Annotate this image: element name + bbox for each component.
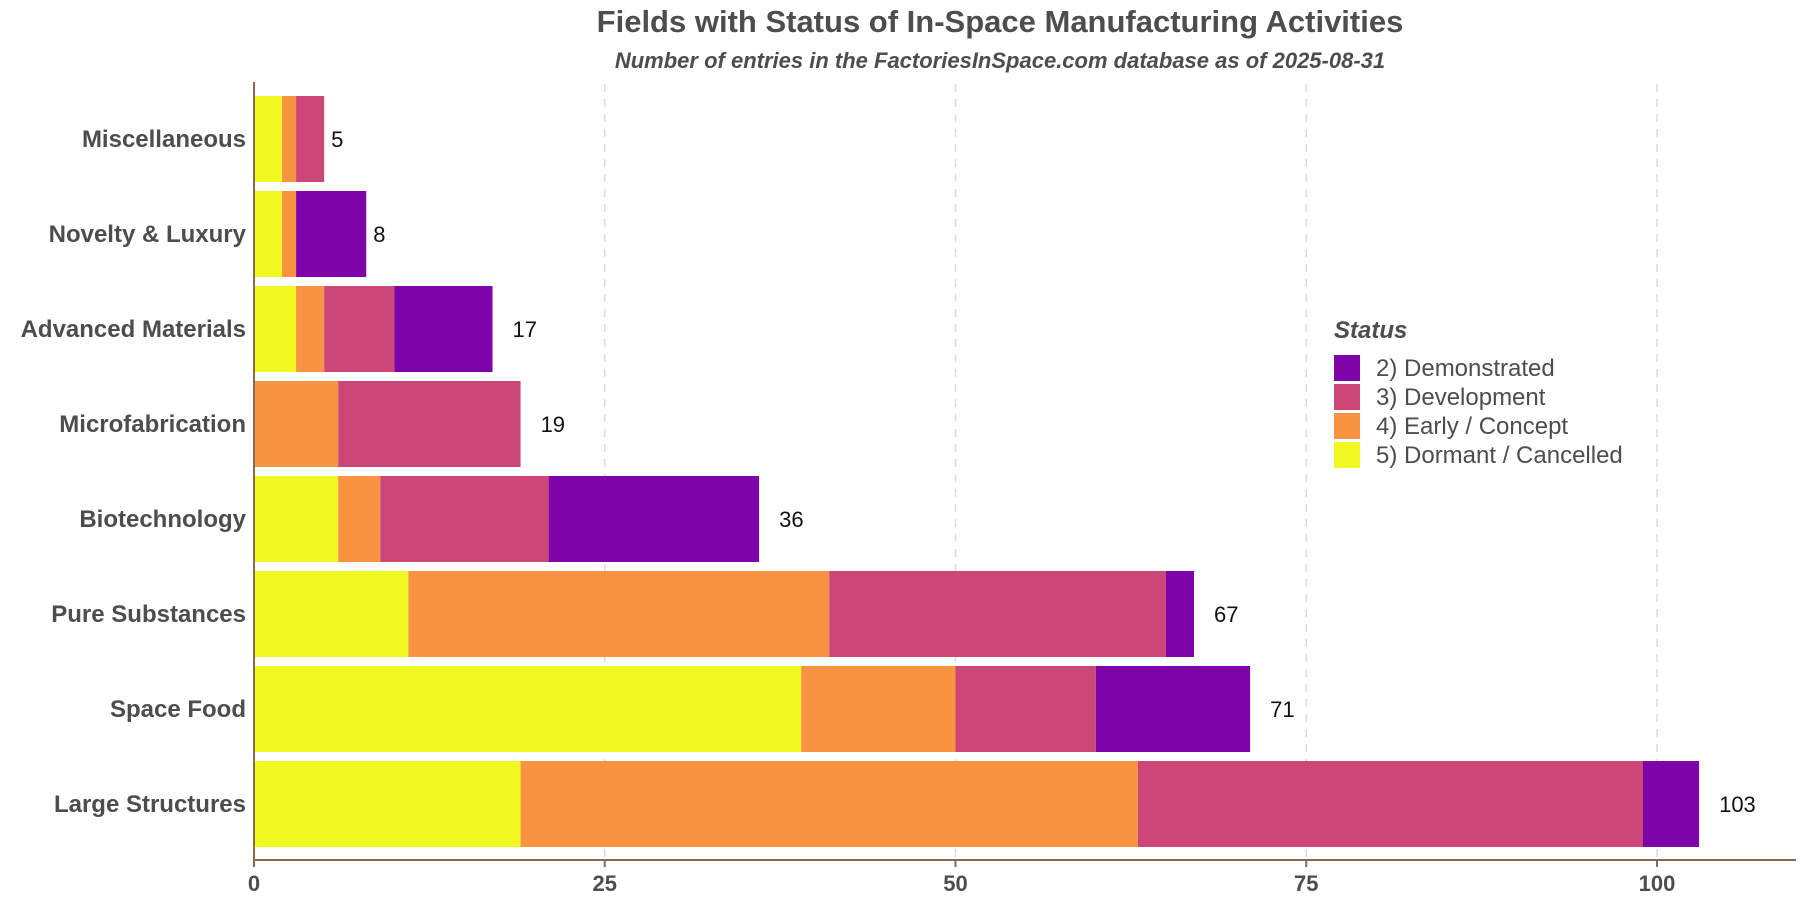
legend-title: Status [1334, 317, 1407, 344]
x-tick-label: 75 [1294, 871, 1318, 896]
data-label-total: 17 [513, 317, 537, 342]
category-labels: Miscellaneous Novelty & Luxury Advanced Ma… [21, 126, 247, 818]
data-label-total: 71 [1270, 697, 1294, 722]
bar-novelty-luxury-series-0 [254, 191, 283, 277]
bar-space-food-series-2 [955, 666, 1096, 752]
bar-microfabrication-series-2 [338, 381, 521, 467]
bars [254, 96, 1700, 847]
data-label-total: 8 [373, 222, 385, 247]
category-label: Biotechnology [79, 506, 246, 533]
legend-swatch [1334, 413, 1360, 439]
bar-space-food-series-1 [801, 666, 956, 752]
category-label: Space Food [110, 696, 246, 723]
bar-pure-substances-series-0 [254, 571, 409, 657]
bar-biotechnology-series-2 [380, 476, 549, 562]
bar-biotechnology-series-1 [338, 476, 381, 562]
bar-miscellaneous-series-1 [282, 96, 297, 182]
category-label: Pure Substances [51, 601, 246, 628]
bar-microfabrication-series-1 [254, 381, 339, 467]
axes: 0 25 50 75 100 [248, 82, 1796, 896]
category-label: Microfabrication [59, 411, 246, 438]
bar-large-structures-series-2 [1137, 761, 1643, 847]
x-tick-label: 50 [943, 871, 967, 896]
total-labels: 5 8 17 19 36 67 71 103 [331, 127, 1756, 817]
x-tick-label: 100 [1639, 871, 1676, 896]
category-label: Miscellaneous [82, 126, 246, 153]
x-tick-label: 0 [248, 871, 260, 896]
legend-swatch [1334, 442, 1360, 468]
chart-title: Fields with Status of In-Space Manufactu… [597, 4, 1404, 39]
bar-space-food-series-3 [1095, 666, 1251, 752]
bar-advanced-materials-series-2 [324, 286, 395, 372]
data-label-total: 67 [1214, 602, 1238, 627]
bar-advanced-materials-series-1 [296, 286, 325, 372]
legend-entry-label: 3) Development [1376, 384, 1546, 411]
bar-biotechnology-series-0 [254, 476, 339, 562]
legend-swatch [1334, 384, 1360, 410]
bar-large-structures-series-1 [520, 761, 1138, 847]
bar-novelty-luxury-series-1 [282, 191, 297, 277]
x-tick-label: 25 [593, 871, 617, 896]
legend-entry-label: 4) Early / Concept [1376, 413, 1568, 440]
bar-space-food-series-0 [254, 666, 802, 752]
legend-entry-label: 2) Demonstrated [1376, 355, 1555, 382]
bar-large-structures-series-0 [254, 761, 521, 847]
bar-novelty-luxury-series-3 [296, 191, 367, 277]
category-label: Advanced Materials [21, 316, 246, 343]
bar-biotechnology-series-3 [548, 476, 760, 562]
bar-miscellaneous-series-2 [296, 96, 325, 182]
bar-pure-substances-series-3 [1165, 571, 1195, 657]
data-label-total: 5 [331, 127, 343, 152]
bar-pure-substances-series-1 [408, 571, 830, 657]
bar-large-structures-series-3 [1642, 761, 1700, 847]
bar-miscellaneous-series-0 [254, 96, 283, 182]
legend-entry-label: 5) Dormant / Cancelled [1376, 442, 1623, 469]
chart-subtitle: Number of entries in the FactoriesInSpac… [615, 48, 1385, 73]
category-label: Large Structures [54, 791, 246, 818]
category-label: Novelty & Luxury [49, 221, 247, 248]
data-label-total: 103 [1719, 792, 1756, 817]
data-label-total: 36 [779, 507, 803, 532]
legend-swatch [1334, 355, 1360, 381]
bar-pure-substances-series-2 [829, 571, 1166, 657]
bar-advanced-materials-series-3 [394, 286, 493, 372]
bar-advanced-materials-series-0 [254, 286, 297, 372]
data-label-total: 19 [541, 412, 565, 437]
